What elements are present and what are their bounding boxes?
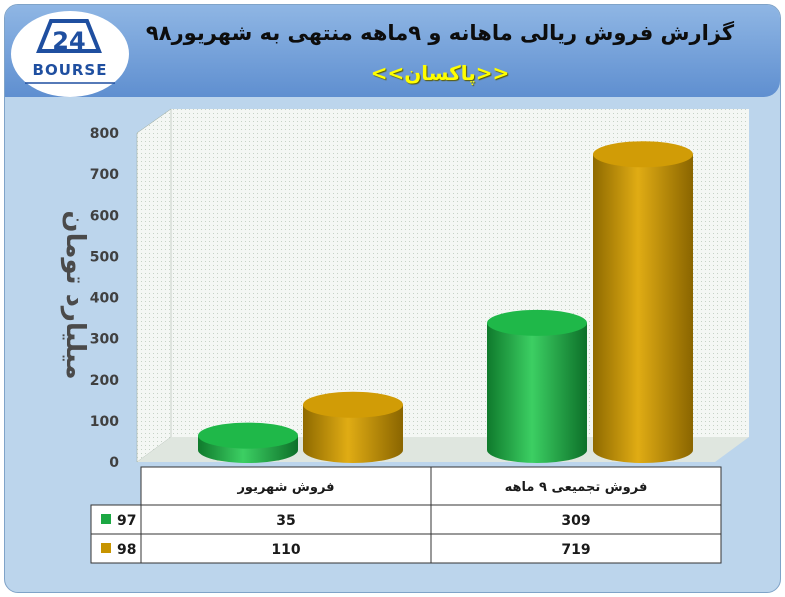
bar-top	[303, 391, 403, 418]
y-tick-label: 600	[90, 208, 119, 224]
report-title: گزارش فروش ریالی ماهانه و ۹ماهه منتهی به…	[145, 21, 735, 45]
logo-text: BOURSE	[33, 61, 108, 79]
x-category-label: فروش تجمیعی ۹ ماهه	[505, 480, 648, 495]
x-category-label: فروش شهریور	[236, 480, 334, 495]
logo-number: 24	[52, 27, 85, 55]
y-tick-label: 100	[90, 414, 119, 430]
bar-97-2	[487, 309, 587, 463]
y-tick-label: 200	[90, 373, 119, 389]
company-name: <<پاکسان>>	[370, 61, 510, 85]
y-tick-label: 500	[90, 249, 119, 265]
bar-top	[593, 141, 693, 168]
legend-label-97: 97	[117, 513, 136, 529]
y-tick-label: 400	[90, 291, 119, 307]
y-tick-label: 300	[90, 332, 119, 348]
y-axis-label: میلیارد تومان	[60, 210, 90, 379]
y-tick-label: 0	[109, 455, 119, 471]
legend-swatch-98	[101, 543, 111, 553]
bar-98-1	[303, 391, 403, 463]
bourse24-logo: 24 BOURSE	[11, 11, 129, 97]
bar-chart: میلیارد تومان 0100200300400500600700800 …	[60, 108, 749, 564]
report-header	[5, 5, 780, 97]
bar-top	[198, 422, 298, 449]
logo-mark-icon: 24 BOURSE	[25, 19, 115, 84]
bar-98-2	[593, 141, 693, 463]
data-label: 110	[271, 542, 300, 558]
bar-top	[487, 309, 587, 336]
y-tick-label: 800	[90, 126, 119, 142]
report-frame: 24 BOURSE گزارش فروش ریالی ماهانه و ۹ماه…	[4, 4, 781, 593]
bar-97-1	[198, 422, 298, 463]
legend-label-98: 98	[117, 542, 136, 558]
data-table: فروش شهریور فروش تجمیعی ۹ ماهه 97 35 309 98 11…	[90, 466, 722, 564]
y-tick-label: 700	[90, 167, 119, 183]
bars	[198, 141, 693, 463]
data-label: 35	[276, 513, 295, 529]
side-wall	[136, 108, 172, 463]
legend-swatch-97	[101, 514, 111, 524]
data-label: 719	[561, 542, 590, 558]
data-label: 309	[561, 513, 590, 529]
y-axis-ticks: 0 100 200 300 400 500 600 700 800	[90, 126, 119, 471]
